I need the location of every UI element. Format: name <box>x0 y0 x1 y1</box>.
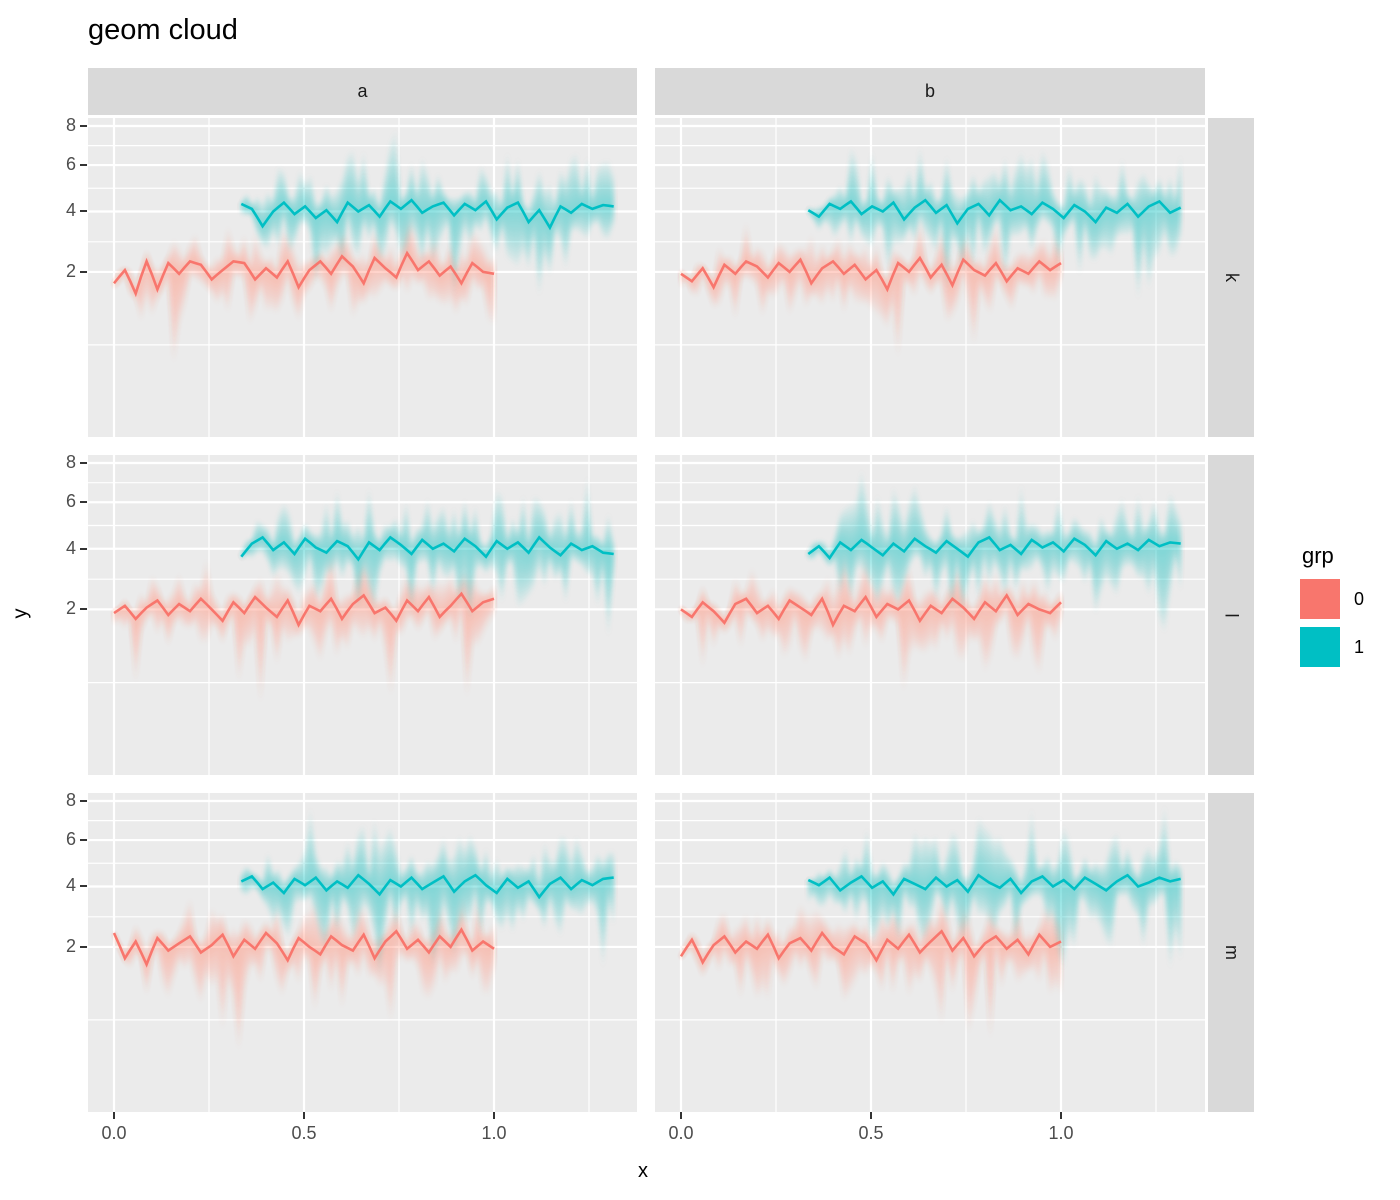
mean-line-grp0 <box>112 250 495 298</box>
x-tick-label: 0.0 <box>668 1123 694 1143</box>
y-tick-mark <box>80 945 87 948</box>
panel-a-k <box>88 118 637 437</box>
y-tick-mark <box>80 799 87 802</box>
panel-canvas <box>88 118 637 437</box>
y-tick-label: 8 <box>65 114 76 135</box>
x-tick-mark <box>870 1112 872 1119</box>
facet-strip-col-a-label: a <box>357 81 368 101</box>
legend-label-grp0: 0 <box>1354 588 1365 609</box>
legend-title: grp <box>1302 543 1334 568</box>
panel-b-k <box>655 118 1205 437</box>
legend-swatch-grp0 <box>1300 579 1340 619</box>
y-tick-label: 2 <box>65 935 76 956</box>
mean-line-grp1 <box>240 198 614 231</box>
x-tick-label: 0.0 <box>101 1123 127 1143</box>
facet-strip-col-b-label: b <box>924 81 935 101</box>
mean-line-grp1 <box>240 535 614 562</box>
cloud-band-grp1 <box>241 807 614 978</box>
panel-b-l <box>655 455 1205 775</box>
panel-canvas <box>88 793 637 1112</box>
y-tick-label: 2 <box>65 598 76 619</box>
x-tick-label: 1.0 <box>1048 1123 1074 1143</box>
y-tick-mark <box>80 270 87 273</box>
cloud-band-grp0 <box>681 218 1061 358</box>
y-axis-title: y <box>9 608 32 619</box>
plot-title: geom cloud <box>88 14 238 46</box>
y-tick-mark <box>80 124 87 127</box>
y-tick-mark <box>80 547 87 550</box>
y-tick-mark <box>80 501 87 504</box>
panel-a-m <box>88 793 637 1112</box>
x-tick-mark <box>493 1112 495 1119</box>
y-tick-label: 4 <box>65 200 76 221</box>
y-tick-label: 2 <box>65 260 76 281</box>
y-tick-label: 6 <box>65 829 76 850</box>
y-tick-mark <box>80 608 87 611</box>
y-tick-mark <box>80 462 87 464</box>
y-tick-mark <box>80 164 87 167</box>
y-tick-mark <box>80 210 87 213</box>
x-axis-title: x <box>638 1160 648 1182</box>
cloud-band-grp1 <box>808 469 1181 633</box>
cloud-band-grp1 <box>808 804 1181 970</box>
x-tick-mark <box>303 1112 305 1119</box>
cloud-band-grp1 <box>241 130 614 297</box>
x-tick-label: 0.5 <box>858 1123 884 1143</box>
cloud-band-grp0 <box>681 551 1061 692</box>
mean-line-grp0 <box>680 255 1062 293</box>
x-tick-label: 1.0 <box>481 1123 507 1143</box>
mean-line-grp1 <box>807 198 1182 226</box>
panel-canvas <box>655 455 1205 775</box>
x-tick-mark <box>1060 1112 1062 1119</box>
facet-strip-col-a: a <box>88 68 637 115</box>
mean-line-grp1 <box>807 873 1181 897</box>
legend: grp 0 1 <box>1300 543 1364 675</box>
y-tick-label: 6 <box>65 491 76 512</box>
facet-strip-col-b: b <box>655 68 1205 115</box>
x-tick-label: 0.5 <box>291 1123 317 1143</box>
y-tick-label: 8 <box>65 789 76 810</box>
panel-canvas <box>655 118 1205 437</box>
x-tick-mark <box>680 1112 682 1119</box>
facet-strip-row-l-label: l <box>1221 613 1242 617</box>
facet-strip-row-k: k <box>1208 118 1254 437</box>
y-tick-label: 6 <box>65 154 76 175</box>
panel-canvas <box>88 455 637 775</box>
cloud-band-grp0 <box>681 896 1061 1040</box>
facet-strip-row-m: m <box>1208 793 1254 1112</box>
legend-swatch-grp1 <box>1300 627 1340 667</box>
cloud-band-grp0 <box>114 548 494 704</box>
y-tick-label: 4 <box>65 875 76 896</box>
facet-strip-row-l: l <box>1208 455 1254 775</box>
legend-item-0: 0 <box>1300 579 1364 619</box>
legend-label-grp1: 1 <box>1354 636 1365 657</box>
y-tick-label: 8 <box>65 452 76 472</box>
panel-b-m <box>655 793 1205 1112</box>
y-tick-mark <box>80 839 87 842</box>
mean-line-grp0 <box>113 591 495 628</box>
y-tick-label: 4 <box>65 537 76 558</box>
mean-line-grp0 <box>680 592 1062 628</box>
cloud-band-grp1 <box>808 145 1181 301</box>
mean-line-grp1 <box>240 873 614 900</box>
y-tick-mark <box>80 885 87 888</box>
mean-line-grp0 <box>112 927 495 968</box>
cloud-band-grp1 <box>241 475 614 638</box>
legend-item-1: 1 <box>1300 627 1364 667</box>
cloud-band-grp0 <box>114 216 494 364</box>
facet-strip-row-m-label: m <box>1221 945 1242 960</box>
panel-canvas <box>655 793 1205 1112</box>
panel-a-l <box>88 455 637 775</box>
mean-line-grp1 <box>807 535 1181 561</box>
facet-strip-row-k-label: k <box>1221 273 1242 282</box>
x-tick-mark <box>113 1112 115 1119</box>
mean-line-grp0 <box>679 929 1062 966</box>
